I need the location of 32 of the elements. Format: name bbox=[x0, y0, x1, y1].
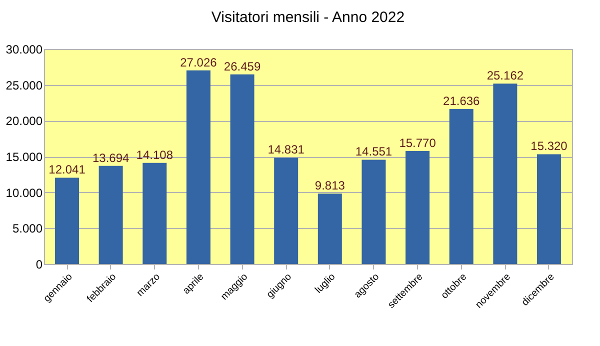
bar bbox=[274, 158, 298, 264]
data-label: 15.320 bbox=[530, 139, 568, 154]
y-tick-label: 30.000 bbox=[6, 42, 43, 56]
bar bbox=[142, 162, 167, 264]
bar bbox=[318, 194, 342, 264]
bar bbox=[362, 160, 386, 264]
y-tick-label: 0 bbox=[36, 258, 43, 272]
data-label: 14.831 bbox=[268, 142, 305, 157]
y-tick-label: 20.000 bbox=[6, 114, 43, 128]
chart-title: Visitatori mensili - Anno 2022 bbox=[211, 9, 405, 26]
y-tick-label: 10.000 bbox=[6, 186, 43, 200]
bar bbox=[449, 108, 474, 264]
data-label: 26.459 bbox=[224, 59, 261, 74]
bar bbox=[55, 178, 80, 264]
data-label: 21.636 bbox=[443, 94, 480, 108]
y-tick-label: 25.000 bbox=[6, 78, 43, 92]
bar bbox=[98, 166, 123, 264]
y-tick-label: 5.000 bbox=[12, 222, 43, 236]
bar bbox=[186, 70, 210, 264]
data-label: 14.108 bbox=[136, 148, 174, 162]
data-label: 12.041 bbox=[48, 162, 86, 177]
data-label: 9.813 bbox=[314, 178, 346, 193]
bar bbox=[536, 154, 561, 264]
y-tick-label: 15.000 bbox=[6, 150, 43, 164]
data-label: 14.551 bbox=[355, 144, 392, 159]
data-label: 15.770 bbox=[399, 136, 436, 150]
data-label: 27.026 bbox=[180, 55, 218, 70]
data-label: 13.694 bbox=[92, 150, 130, 165]
data-label: 25.162 bbox=[486, 68, 524, 83]
bar bbox=[230, 74, 254, 264]
bar bbox=[493, 84, 518, 264]
bar bbox=[406, 150, 430, 264]
